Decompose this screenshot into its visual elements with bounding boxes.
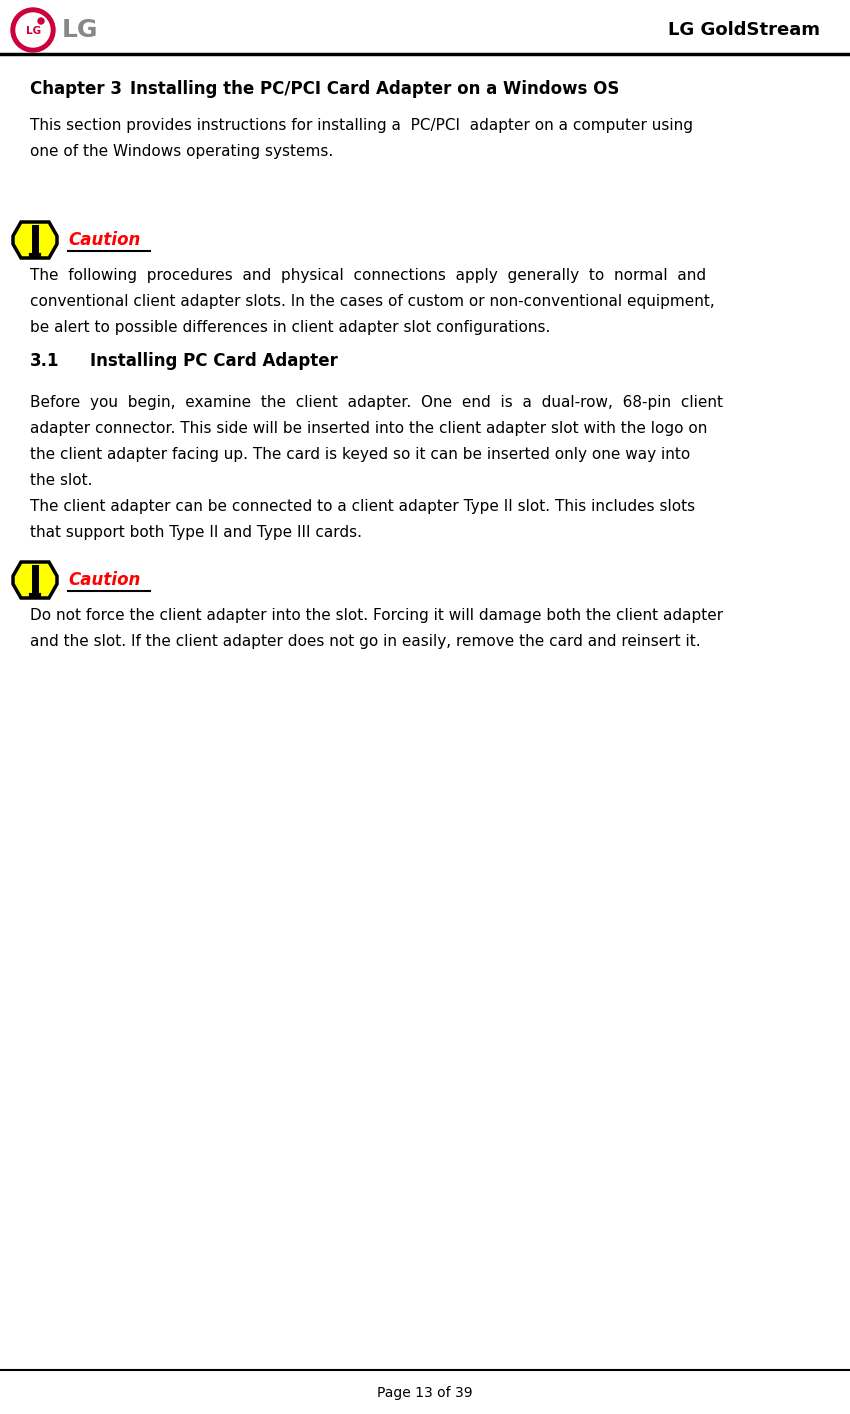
Text: conventional client adapter slots. In the cases of custom or non-conventional eq: conventional client adapter slots. In th… [30,294,715,310]
Text: LG GoldStream: LG GoldStream [668,21,820,40]
Text: Before  you  begin,  examine  the  client  adapter.  One  end  is  a  dual-row, : Before you begin, examine the client ada… [30,395,723,410]
Text: LG: LG [62,18,99,42]
Text: The  following  procedures  and  physical  connections  apply  generally  to  no: The following procedures and physical co… [30,269,706,283]
Text: LG: LG [26,25,42,35]
Text: the client adapter facing up. The card is keyed so it can be inserted only one w: the client adapter facing up. The card i… [30,447,690,462]
Text: 3.1: 3.1 [30,352,60,370]
Polygon shape [13,222,57,257]
Polygon shape [13,561,57,598]
Text: one of the Windows operating systems.: one of the Windows operating systems. [30,144,333,158]
Text: adapter connector. This side will be inserted into the client adapter slot with : adapter connector. This side will be ins… [30,421,707,436]
Text: Installing PC Card Adapter: Installing PC Card Adapter [90,352,337,370]
Circle shape [11,8,55,52]
Circle shape [16,13,50,47]
Text: the slot.: the slot. [30,474,93,488]
Text: This section provides instructions for installing a  PC/PCI  adapter on a comput: This section provides instructions for i… [30,117,693,133]
Text: Installing the PC/PCI Card Adapter on a Windows OS: Installing the PC/PCI Card Adapter on a … [130,81,620,98]
Text: The client adapter can be connected to a client adapter Type II slot. This inclu: The client adapter can be connected to a… [30,499,695,515]
Text: be alert to possible differences in client adapter slot configurations.: be alert to possible differences in clie… [30,320,551,335]
Text: Caution: Caution [68,230,140,249]
Text: Do not force the client adapter into the slot. Forcing it will damage both the c: Do not force the client adapter into the… [30,608,723,624]
Text: Page 13 of 39: Page 13 of 39 [377,1386,473,1400]
Circle shape [38,18,44,24]
Text: and the slot. If the client adapter does not go in easily, remove the card and r: and the slot. If the client adapter does… [30,633,700,649]
Text: Caution: Caution [68,571,140,590]
Text: Chapter 3: Chapter 3 [30,81,122,98]
Text: that support both Type II and Type III cards.: that support both Type II and Type III c… [30,525,362,540]
